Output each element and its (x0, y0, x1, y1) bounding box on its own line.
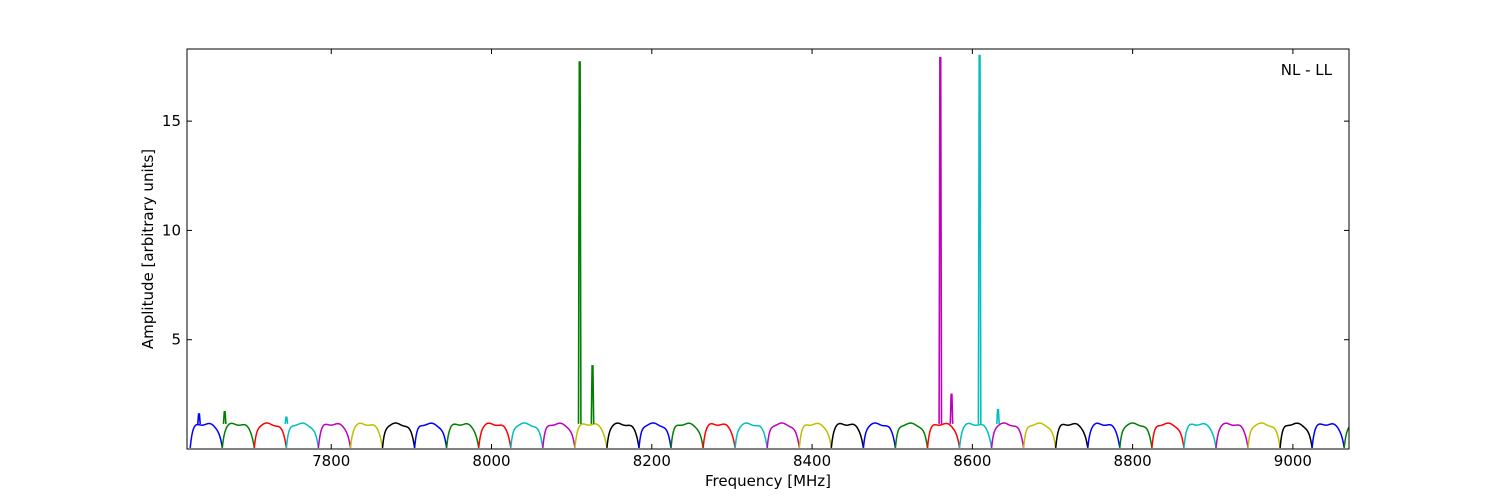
channel-curve (189, 422, 224, 449)
y-tick-label: 15 (162, 112, 181, 130)
channel-curve (926, 422, 961, 449)
x-tick-label: 8000 (472, 452, 510, 470)
chart-annotation: NL - LL (1281, 61, 1333, 79)
spectral-spike (977, 54, 982, 424)
spectral-spike (938, 56, 943, 424)
channel-curve (1054, 422, 1089, 449)
x-tick-label: 8800 (1114, 452, 1152, 470)
channel-curve (606, 422, 640, 449)
channel-curve (1151, 422, 1185, 449)
channel-curve (1087, 422, 1121, 449)
channel-curve (574, 423, 608, 449)
channel-curve (1215, 422, 1249, 449)
channel-curve (638, 422, 672, 449)
x-tick-label: 8600 (953, 452, 991, 470)
channel-curve (381, 422, 416, 449)
y-tick-label: 10 (162, 221, 181, 239)
channel-curve (830, 422, 865, 449)
spectral-spike (996, 408, 1000, 424)
channel-curve (1311, 423, 1345, 449)
channel-curve (1022, 422, 1057, 449)
ticks-layer: 7800 8000 8200 8400 8600 8800 9000 5 10 15 (162, 49, 1349, 470)
y-tick-label: 5 (171, 331, 181, 349)
channel-curve (221, 422, 256, 449)
channel-curve (285, 422, 320, 449)
spectral-spike (197, 413, 201, 424)
channel-curve (670, 422, 704, 449)
x-axis-label: Frequency [MHz] (705, 472, 831, 490)
spectral-spike (222, 410, 227, 424)
channel-curve (1183, 422, 1217, 449)
spectral-spike (949, 393, 954, 424)
y-axis-label: Amplitude [arbitrary units] (139, 149, 157, 349)
channel-curve (766, 422, 801, 449)
channel-curve (349, 422, 384, 449)
x-tick-label: 8200 (633, 452, 671, 470)
x-tick-label: 8400 (793, 452, 831, 470)
channel-curve (542, 422, 576, 449)
channel-curve (1119, 422, 1153, 449)
channel-curve (445, 423, 480, 449)
channel-curve (1247, 422, 1281, 449)
plot-frame (186, 48, 1350, 450)
channel-curve (477, 422, 512, 449)
channel-curve (1279, 422, 1313, 449)
spectral-spike (284, 416, 289, 424)
channel-curve (990, 422, 1025, 449)
x-tick-label: 7800 (312, 452, 350, 470)
channel-curve (958, 422, 993, 449)
channel-curve (317, 422, 352, 449)
channel-curve (894, 422, 929, 449)
spectral-spike (590, 365, 595, 424)
channel-curve (510, 422, 544, 449)
x-tick-label: 9000 (1274, 452, 1312, 470)
channel-curve (862, 422, 897, 449)
channel-curve (702, 422, 736, 449)
channel-curve (734, 422, 768, 449)
series-layer (189, 54, 1349, 449)
spectral-spike (577, 61, 582, 424)
channel-curve (798, 422, 833, 449)
channel-curve (413, 422, 448, 449)
channel-curve (253, 422, 288, 449)
